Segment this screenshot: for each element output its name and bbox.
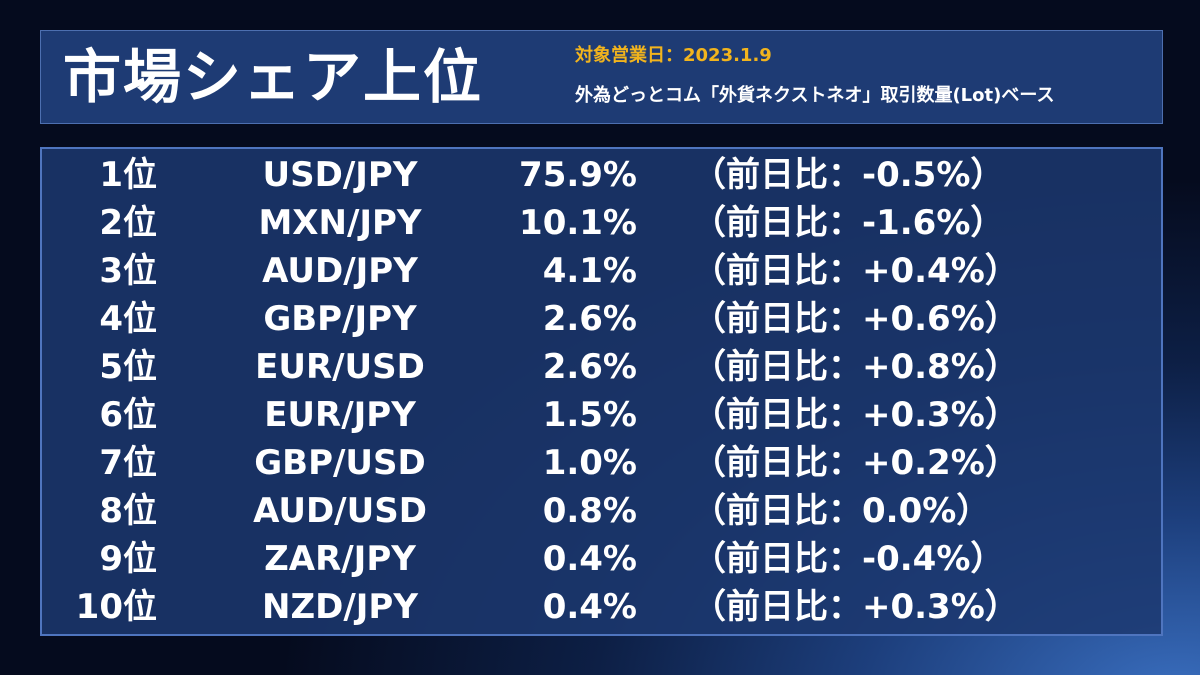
currency-pair: NZD/JPY [262, 587, 418, 627]
rank-label: 10位 [75, 587, 157, 627]
ranking-table: 1位 USD/JPY 75.9% （前日比：-0.5%） 2位 MXN/JPY … [40, 147, 1163, 636]
rank-label: 3位 [99, 251, 157, 291]
market-share: 1.0% [542, 443, 637, 483]
day-over-day-change: （前日比：0.0%） [692, 491, 991, 531]
ranking-row: 7位 GBP/USD 1.0% （前日比：+0.2%） [42, 439, 1161, 487]
currency-pair: MXN/JPY [258, 203, 422, 243]
currency-pair: GBP/JPY [263, 299, 417, 339]
day-over-day-change: （前日比：+0.4%） [692, 251, 1019, 291]
market-share: 4.1% [542, 251, 637, 291]
target-date: 対象営業日：2023.1.9 [575, 45, 772, 66]
rank-label: 5位 [99, 347, 157, 387]
day-over-day-change: （前日比：-0.5%） [692, 155, 1005, 195]
currency-pair: EUR/JPY [264, 395, 416, 435]
data-basis-note: 外為どっとコム「外貨ネクストネオ」取引数量(Lot)ベース [575, 85, 1055, 106]
rank-label: 9位 [99, 539, 157, 579]
market-share: 2.6% [542, 347, 637, 387]
page-title: 市場シェア上位 [63, 43, 484, 111]
day-over-day-change: （前日比：+0.8%） [692, 347, 1019, 387]
market-share: 0.8% [542, 491, 637, 531]
market-share: 2.6% [542, 299, 637, 339]
ranking-row: 8位 AUD/USD 0.8% （前日比：0.0%） [42, 487, 1161, 535]
currency-pair: AUD/JPY [262, 251, 418, 291]
currency-pair: EUR/USD [255, 347, 425, 387]
currency-pair: GBP/USD [254, 443, 426, 483]
market-share: 10.1% [519, 203, 637, 243]
rank-label: 1位 [99, 155, 157, 195]
ranking-row: 9位 ZAR/JPY 0.4% （前日比：-0.4%） [42, 535, 1161, 583]
rank-label: 2位 [99, 203, 157, 243]
day-over-day-change: （前日比：+0.3%） [692, 587, 1019, 627]
rank-label: 7位 [99, 443, 157, 483]
day-over-day-change: （前日比：+0.2%） [692, 443, 1019, 483]
day-over-day-change: （前日比：+0.3%） [692, 395, 1019, 435]
market-share: 75.9% [519, 155, 637, 195]
ranking-row: 10位 NZD/JPY 0.4% （前日比：+0.3%） [42, 583, 1161, 631]
currency-pair: AUD/USD [253, 491, 427, 531]
currency-pair: USD/JPY [262, 155, 418, 195]
header-bar: 市場シェア上位 対象営業日：2023.1.9 外為どっとコム「外貨ネクストネオ」… [40, 30, 1163, 124]
day-over-day-change: （前日比：+0.6%） [692, 299, 1019, 339]
day-over-day-change: （前日比：-1.6%） [692, 203, 1005, 243]
day-over-day-change: （前日比：-0.4%） [692, 539, 1005, 579]
ranking-row: 1位 USD/JPY 75.9% （前日比：-0.5%） [42, 151, 1161, 199]
ranking-row: 5位 EUR/USD 2.6% （前日比：+0.8%） [42, 343, 1161, 391]
ranking-row: 2位 MXN/JPY 10.1% （前日比：-1.6%） [42, 199, 1161, 247]
market-share: 1.5% [542, 395, 637, 435]
ranking-row: 4位 GBP/JPY 2.6% （前日比：+0.6%） [42, 295, 1161, 343]
rank-label: 4位 [99, 299, 157, 339]
ranking-row: 3位 AUD/JPY 4.1% （前日比：+0.4%） [42, 247, 1161, 295]
market-share: 0.4% [542, 539, 637, 579]
rank-label: 6位 [99, 395, 157, 435]
rank-label: 8位 [99, 491, 157, 531]
ranking-row: 6位 EUR/JPY 1.5% （前日比：+0.3%） [42, 391, 1161, 439]
currency-pair: ZAR/JPY [264, 539, 416, 579]
market-share: 0.4% [542, 587, 637, 627]
